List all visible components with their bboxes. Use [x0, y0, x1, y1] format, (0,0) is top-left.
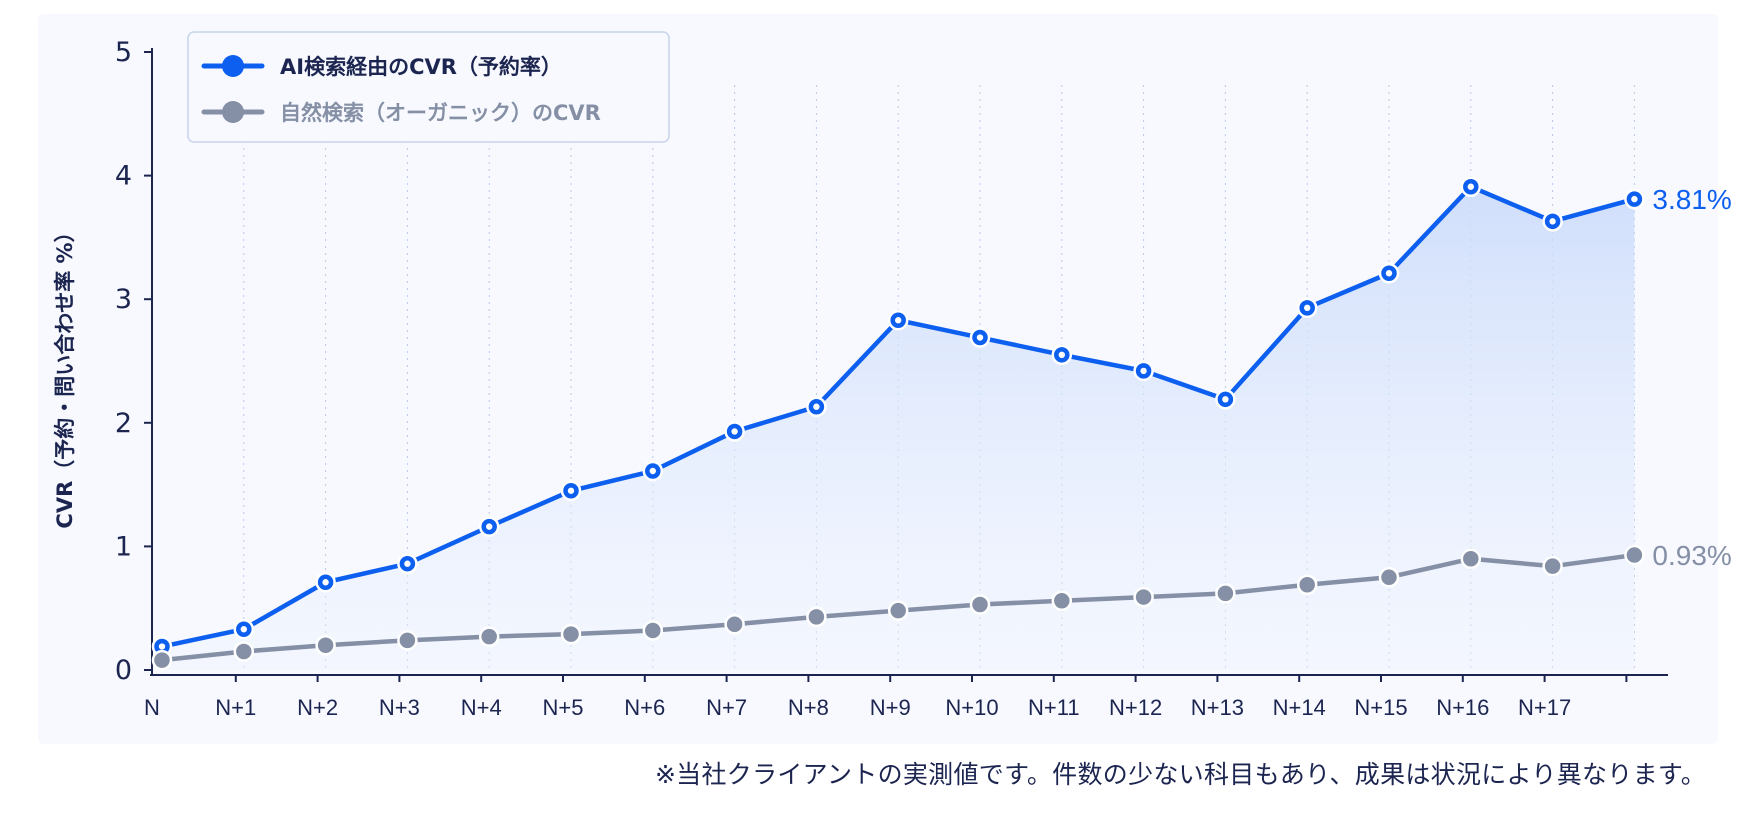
footnote: ※当社クライアントの実測値です。件数の少ない科目もあり、成果は状況により異なりま… [654, 760, 1706, 789]
end-labels: 3.81% 0.93% [1652, 184, 1731, 571]
x-tick-label: N+17 [1518, 695, 1571, 720]
x-tick-label: N+14 [1273, 695, 1326, 720]
x-tick-label: N [144, 695, 160, 720]
x-tick-label: N+12 [1109, 695, 1162, 720]
y-tick-label: 3 [115, 284, 132, 315]
series-areas [162, 186, 1635, 670]
end-label-2: 0.93% [1652, 540, 1731, 571]
ai-data-point-core [404, 560, 411, 567]
ai-data-point-core [1222, 396, 1229, 403]
organic-data-point [315, 635, 336, 656]
end-label-1: 3.81% [1652, 184, 1731, 215]
ai-data-point-core [1304, 304, 1311, 312]
y-axis-label: CVR（予約・問い合わせ率 %） [53, 221, 77, 528]
ai-data-point-core [1140, 367, 1147, 375]
organic-data-point [1542, 555, 1563, 577]
y-tick-label: 5 [115, 37, 132, 68]
ai-data-point-core [731, 428, 738, 435]
organic-data-point [560, 623, 582, 645]
organic-data-point [1624, 544, 1645, 566]
ai-data-point-core [813, 403, 820, 410]
organic-data-point [724, 614, 745, 635]
ai-data-point-core [976, 334, 984, 341]
y-tick-label: 0 [115, 655, 132, 686]
organic-data-point [1296, 574, 1318, 595]
y-tick-labels: 0 1 2 3 4 5 [115, 37, 152, 686]
ai-data-point-core [1549, 218, 1556, 225]
axes [150, 48, 1668, 676]
x-tick-label: N+5 [543, 695, 584, 720]
ai-data-point-core [1385, 270, 1393, 277]
x-tick-label: N+6 [624, 695, 665, 720]
ai-data-point-core [1058, 351, 1066, 359]
data-points [151, 176, 1645, 671]
x-tick-label: N+9 [870, 695, 911, 720]
organic-data-point [887, 600, 909, 621]
legend: AI検索経由のCVR（予約率） 自然検索（オーガニック）のCVR [187, 31, 670, 143]
ai-series-area [162, 186, 1635, 670]
ai-data-point-core [486, 523, 493, 530]
x-tick-label: N+1 [215, 695, 256, 720]
x-tick-label: N+11 [1028, 695, 1080, 720]
y-tick-label: 2 [115, 408, 132, 439]
x-tick-label: N+16 [1436, 695, 1489, 720]
y-tick-label: 1 [115, 531, 132, 562]
y-tick-label: 4 [115, 161, 132, 192]
ai-data-point-core [158, 643, 166, 650]
ai-data-point-core [240, 626, 247, 633]
ai-data-point-core [895, 317, 902, 324]
legend-label-2: 自然検索（オーガニック）のCVR [280, 101, 601, 125]
x-tick-label: N+8 [788, 695, 829, 720]
legend-box [187, 31, 670, 143]
ai-data-point-core [1631, 195, 1638, 203]
organic-data-point [151, 649, 173, 671]
x-tick-label: N+15 [1354, 695, 1407, 720]
ai-data-point-core [322, 579, 329, 586]
organic-data-point [642, 620, 664, 641]
organic-data-point [1378, 567, 1400, 588]
organic-data-point [397, 630, 418, 651]
organic-data-point [478, 626, 500, 647]
ai-data-point-core [649, 467, 656, 475]
legend-marker-2 [222, 101, 244, 123]
organic-data-point [1133, 586, 1154, 608]
organic-data-point [233, 641, 255, 662]
x-tick-label: N+10 [945, 695, 998, 720]
x-tick-label: N+2 [297, 695, 338, 720]
ai-data-point-core [1467, 183, 1475, 190]
x-tick-label: N+13 [1191, 695, 1244, 720]
organic-data-point [1051, 590, 1073, 612]
x-tick-label: N+4 [461, 695, 502, 720]
legend-label-1: AI検索経由のCVR（予約率） [280, 55, 562, 79]
ai-data-point-core [567, 487, 575, 494]
x-tick-labels: N N+1 N+2 N+3 N+4 N+5 N+6 N+7 N+8 N+9 N+10 N+11 N+12… [144, 675, 1628, 720]
x-tick-label: N+7 [706, 695, 747, 720]
organic-data-point [1215, 583, 1236, 604]
organic-data-point [806, 606, 827, 628]
legend-marker-1 [222, 55, 244, 77]
organic-data-point [1460, 548, 1482, 570]
organic-data-point [969, 594, 991, 615]
x-tick-label: N+3 [379, 695, 420, 720]
